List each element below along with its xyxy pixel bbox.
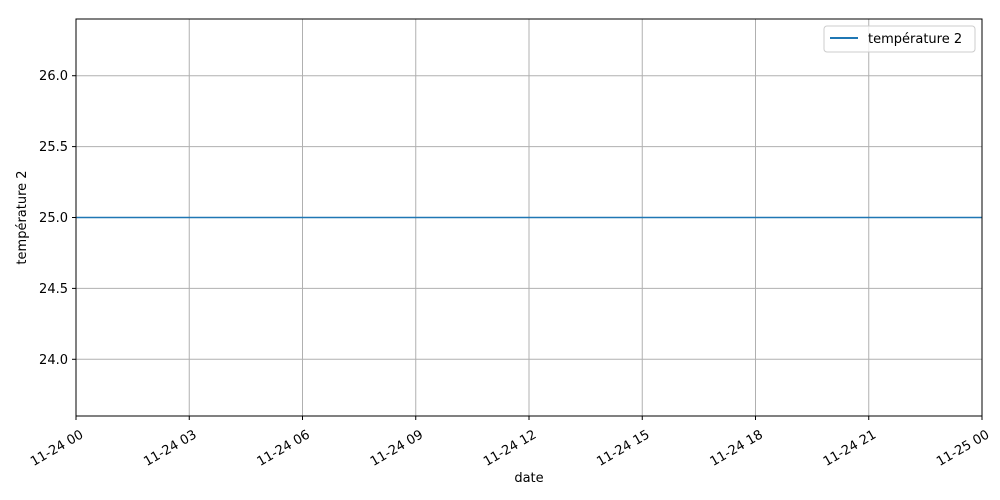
y-axis-title: température 2 [15, 170, 30, 264]
y-tick-label: 25.0 [39, 211, 68, 226]
y-tick-label: 25.5 [39, 140, 68, 155]
legend: température 2 [823, 25, 976, 53]
y-tick-label: 26.0 [39, 69, 68, 84]
y-tick-label: 24.0 [39, 353, 68, 368]
legend-label: température 2 [868, 32, 962, 47]
y-axis: 24.0 24.5 25.0 25.5 26.0 [39, 69, 76, 368]
x-axis-title: date [514, 471, 543, 486]
y-tick-label: 24.5 [39, 282, 68, 297]
legend-box [823, 25, 976, 53]
